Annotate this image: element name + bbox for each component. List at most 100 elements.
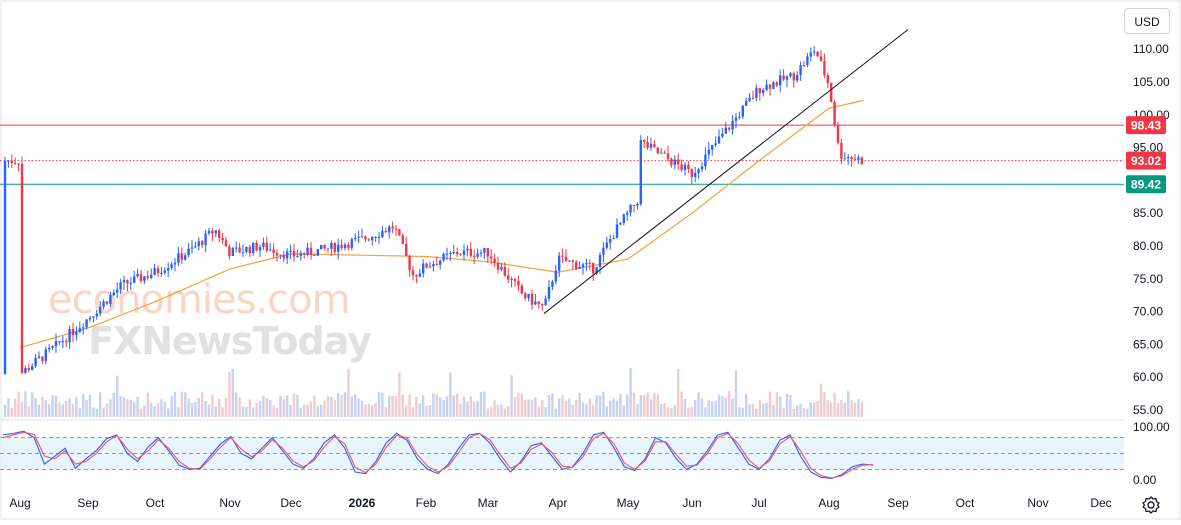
volume-bar	[707, 400, 710, 417]
time-tick-label: May	[617, 496, 640, 510]
candle-body	[184, 255, 187, 260]
candle-body	[197, 241, 200, 247]
candle-body	[493, 258, 496, 263]
stochastic-line	[2, 430, 874, 479]
volume-bar	[347, 369, 350, 417]
candle-body	[595, 266, 598, 274]
currency-selector[interactable]: USD	[1124, 8, 1170, 34]
candle-body	[428, 266, 432, 268]
volume-bar	[415, 396, 418, 417]
volume-bar	[231, 368, 234, 417]
candle-body	[734, 117, 738, 121]
candle-body	[262, 242, 265, 248]
candle-body	[847, 157, 850, 159]
trendline[interactable]	[543, 29, 909, 314]
candle-body	[289, 250, 292, 252]
time-tick-label: Sep	[77, 496, 99, 510]
trendline-layer[interactable]	[543, 29, 909, 314]
candle-body	[476, 253, 479, 257]
candle-body	[694, 172, 697, 178]
candle-body	[326, 248, 330, 250]
volume-bar	[367, 404, 370, 417]
candle-body	[119, 282, 122, 290]
volume-bar	[224, 397, 228, 417]
candle-body	[173, 262, 177, 265]
candle-body	[639, 140, 642, 205]
candle-body	[258, 247, 262, 251]
candle-body	[714, 143, 717, 146]
volume-bar	[806, 408, 809, 417]
candle-body	[445, 253, 449, 255]
candle-body	[347, 244, 350, 248]
volume-bar	[537, 406, 540, 417]
candle-body	[218, 230, 221, 239]
volume-bar	[826, 399, 829, 417]
volume-bar	[677, 369, 680, 417]
volume-bar	[520, 393, 523, 417]
price-tick-label: 55.00	[1133, 403, 1163, 417]
candle-body	[194, 246, 197, 248]
volume-bar	[296, 394, 299, 417]
candle-body	[146, 276, 149, 278]
volume-bar	[432, 393, 435, 417]
candle-body	[813, 51, 816, 53]
candle-body	[58, 341, 61, 343]
gear-icon	[1142, 496, 1160, 514]
time-axis[interactable]: Aug Sep Oct Nov Dec 2026 Feb Mar Apr May Jun Jul Aug…	[9, 496, 1111, 510]
candle-body	[690, 168, 693, 178]
volume-bar	[734, 370, 738, 417]
candle-body	[65, 341, 68, 343]
candle-body	[585, 262, 588, 265]
price-axis[interactable]: 110.00105.00100.0095.0090.0085.0080.0075…	[1133, 42, 1170, 417]
volume-bar	[326, 396, 330, 417]
watermark-fxnewstoday: FXNewsToday	[88, 319, 372, 363]
candle-body	[228, 246, 231, 256]
candle-body	[221, 238, 224, 241]
volume-bar	[799, 403, 802, 417]
volume-bar	[177, 407, 180, 417]
volume-bar	[578, 393, 581, 417]
watermark-economies: economies.com	[48, 277, 350, 323]
candle-body	[313, 254, 316, 256]
volume-bar	[758, 399, 761, 417]
candle-body	[408, 255, 411, 271]
candle-body	[102, 301, 105, 307]
candle-body	[275, 253, 279, 256]
volume-bar	[7, 398, 10, 417]
candle-body	[513, 278, 517, 282]
candle-body	[524, 293, 527, 299]
candle-body	[619, 222, 622, 225]
candle-body	[163, 270, 166, 273]
volume-bar	[717, 394, 721, 417]
volume-bar	[714, 400, 717, 417]
price-tag	[1126, 175, 1166, 194]
volume-bar	[211, 394, 214, 417]
candle-body	[279, 254, 282, 256]
candle-body	[758, 88, 761, 94]
candle-body	[214, 230, 217, 234]
candle-body	[422, 263, 425, 274]
volume-bar	[721, 396, 724, 417]
volume-bar	[34, 398, 37, 417]
settings-icon[interactable]	[1140, 494, 1162, 516]
volume-bar	[68, 398, 71, 417]
volume-bar	[476, 400, 479, 417]
stochastic-line	[2, 431, 874, 479]
volume-bar	[241, 406, 245, 417]
price-tick-label: 85.00	[1133, 206, 1163, 220]
volume-bar	[728, 391, 731, 417]
candle-body	[561, 255, 564, 257]
candle-body	[41, 356, 44, 361]
volume-bar	[615, 400, 619, 417]
volume-bar	[27, 406, 30, 417]
volume-bar	[408, 394, 411, 417]
candle-body	[170, 264, 173, 269]
candle-body	[653, 144, 656, 148]
candle-body	[299, 253, 302, 256]
candle-body	[751, 97, 755, 99]
candle-body	[357, 236, 360, 238]
candle-body	[17, 163, 20, 165]
candle-body	[272, 249, 275, 254]
candle-body	[643, 140, 646, 143]
volume-bar	[442, 399, 445, 417]
